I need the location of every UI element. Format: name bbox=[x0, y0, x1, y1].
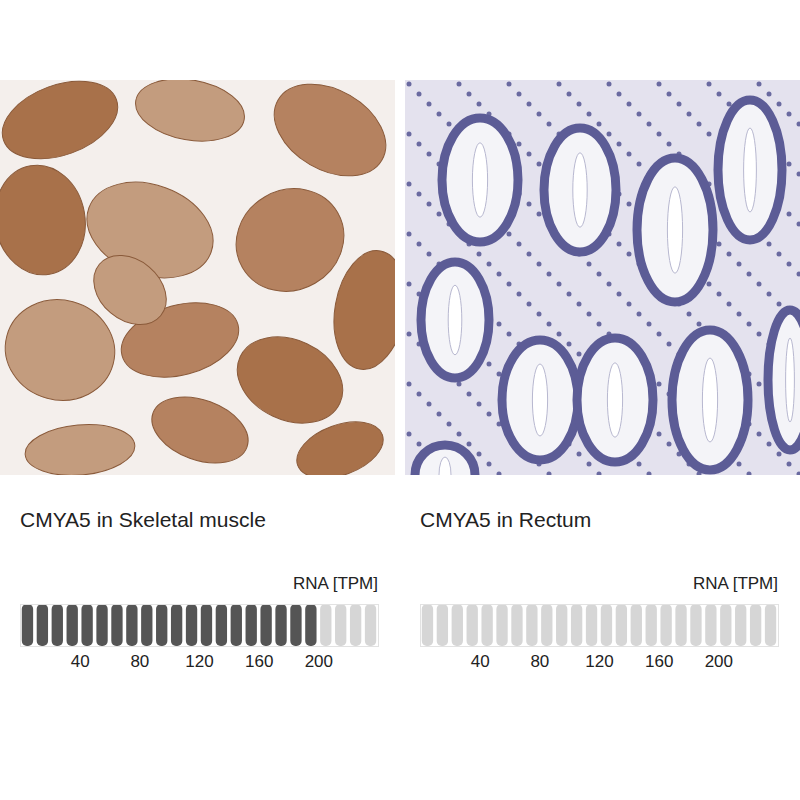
html-text:CMYA5 in Skeletal muscle: CMYA5 in Skeletal muscle bbox=[20, 508, 266, 531]
html-text:RNA [TPM]: RNA [TPM] bbox=[693, 574, 778, 593]
svg-text:40: 40 bbox=[71, 652, 90, 671]
svg-text:160: 160 bbox=[245, 652, 273, 671]
svg-text:200: 200 bbox=[705, 652, 733, 671]
svg-text:80: 80 bbox=[130, 652, 149, 671]
svg-text:80: 80 bbox=[530, 652, 549, 671]
svg-text:200: 200 bbox=[305, 652, 333, 671]
svg-text:160: 160 bbox=[645, 652, 673, 671]
html-text:RNA [TPM]: RNA [TPM] bbox=[293, 574, 378, 593]
svg-text:40: 40 bbox=[471, 652, 490, 671]
html-text:CMYA5 in Rectum: CMYA5 in Rectum bbox=[420, 508, 592, 531]
svg-text:120: 120 bbox=[185, 652, 213, 671]
svg-text:120: 120 bbox=[585, 652, 613, 671]
